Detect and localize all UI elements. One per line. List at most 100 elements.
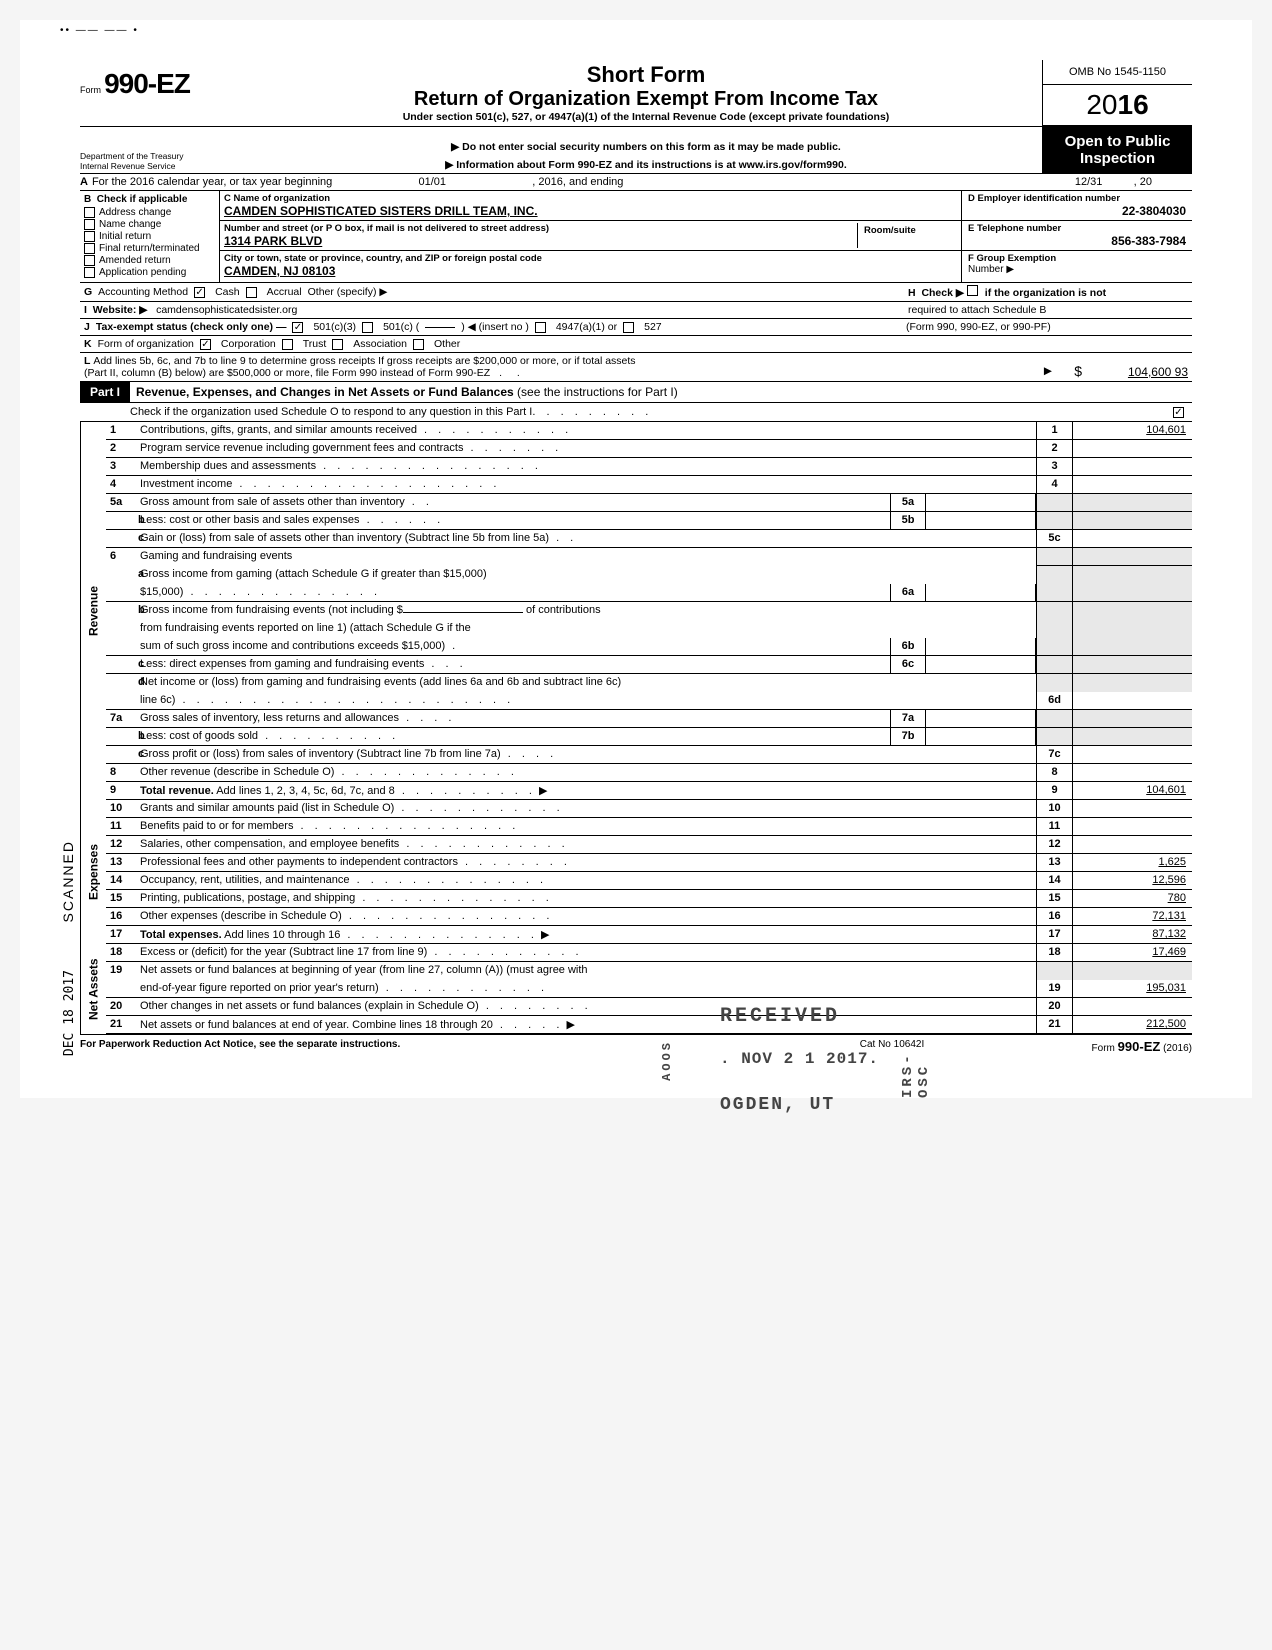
col-def: D Employer identification number 22-3804…: [962, 191, 1192, 282]
row-8-value: [1072, 764, 1192, 781]
cb-accrual[interactable]: [246, 287, 257, 298]
ein-value: 22-3804030: [968, 204, 1186, 218]
phone-label: E Telephone number: [968, 223, 1186, 234]
line-a-text: For the 2016 calendar year, or tax year …: [92, 176, 332, 188]
row-19-value: 195,031: [1072, 980, 1192, 997]
expenses-section: Expenses 10 Grants and similar amounts p…: [80, 800, 1192, 944]
line-a-begin: 01/01: [332, 176, 532, 188]
open-public-cell: Open to Public Inspection: [1042, 127, 1192, 173]
row-10-value: [1072, 800, 1192, 817]
street-cell: Number and street (or P O box, if mail i…: [220, 221, 961, 251]
cb-application-pending[interactable]: Application pending: [84, 267, 215, 278]
city-value: CAMDEN, NJ 08103: [224, 264, 957, 278]
row-5b-value: [926, 512, 1036, 529]
part-1-title: Revenue, Expenses, and Changes in Net As…: [130, 382, 1192, 402]
line-a: A For the 2016 calendar year, or tax yea…: [80, 174, 1192, 191]
cb-527[interactable]: [623, 322, 634, 333]
tax-year: 2016: [1043, 85, 1192, 126]
row-21: 21 Net assets or fund balances at end of…: [106, 1016, 1192, 1034]
year-prefix: 20: [1086, 89, 1117, 120]
row-6c: c Less: direct expenses from gaming and …: [106, 656, 1192, 674]
omb-number: OMB No 1545-1150: [1043, 60, 1192, 85]
cb-501c3[interactable]: ✓: [292, 322, 303, 333]
cb-association[interactable]: [332, 339, 343, 350]
block-bcdefg: B Check if applicable Address change Nam…: [80, 191, 1192, 283]
aoos-stamp: AOOS: [660, 1040, 674, 1081]
short-form: Short Form: [254, 62, 1038, 88]
cb-name-change[interactable]: Name change: [84, 219, 215, 230]
phone-cell: E Telephone number 856-383-7984: [962, 221, 1192, 251]
row-19-1: 19 Net assets or fund balances at beginn…: [106, 962, 1192, 980]
row-15: 15 Printing, publications, postage, and …: [106, 890, 1192, 908]
cb-4947[interactable]: [535, 322, 546, 333]
row-13-value: 1,625: [1072, 854, 1192, 871]
line-i-label: I: [84, 304, 87, 316]
row-5a: 5a Gross amount from sale of assets othe…: [106, 494, 1192, 512]
line-g-text: Accounting Method: [98, 286, 188, 298]
row-9: 9 Total revenue. Add lines 1, 2, 3, 4, 5…: [106, 782, 1192, 800]
form-prefix: Form: [80, 85, 101, 95]
title-cell: Short Form Return of Organization Exempt…: [250, 60, 1042, 126]
row-11-value: [1072, 818, 1192, 835]
cb-other[interactable]: [413, 339, 424, 350]
line-i: I Website: ▶ camdensophisticatedsister.o…: [80, 302, 1192, 319]
cb-amended-return[interactable]: Amended return: [84, 255, 215, 266]
row-3: 3 Membership dues and assessments . . . …: [106, 458, 1192, 476]
row-6b-2: from fundraising events reported on line…: [106, 620, 1192, 638]
cb-initial-return[interactable]: Initial return: [84, 231, 215, 242]
cb-address-change[interactable]: Address change: [84, 207, 215, 218]
row-21-value: 212,500: [1072, 1016, 1192, 1033]
dollar-sign: $: [1074, 363, 1082, 379]
ssn-notice: ▶ Do not enter social security numbers o…: [254, 141, 1038, 153]
revenue-label: Revenue: [80, 422, 106, 800]
omb-cell: OMB No 1545-1150 2016: [1042, 60, 1192, 126]
line-a-suffix: , 20: [1134, 176, 1152, 188]
row-12-value: [1072, 836, 1192, 853]
cb-trust[interactable]: [282, 339, 293, 350]
line-h: H Check ▶ if the organization is not: [902, 283, 1192, 301]
info-link: ▶ Information about Form 990-EZ and its …: [254, 159, 1038, 171]
col-b-header: B Check if applicable: [84, 194, 215, 205]
row-19-2: end-of-year figure reported on prior yea…: [106, 980, 1192, 998]
row-1-value: 104,601: [1072, 422, 1192, 439]
top-marks: •• —— —— •: [60, 25, 139, 36]
row-6d-1: d Net income or (loss) from gaming and f…: [106, 674, 1192, 692]
cb-corporation[interactable]: ✓: [200, 339, 211, 350]
expenses-label: Expenses: [80, 800, 106, 944]
row-7c-value: [1072, 746, 1192, 763]
row-8: 8 Other revenue (describe in Schedule O)…: [106, 764, 1192, 782]
street-value: 1314 PARK BLVD: [224, 234, 857, 248]
row-6b-1: b Gross income from fundraising events (…: [106, 602, 1192, 620]
row-2-value: [1072, 440, 1192, 457]
col-b: B Check if applicable Address change Nam…: [80, 191, 220, 282]
cb-501c[interactable]: [362, 322, 373, 333]
line-g: G Accounting Method ✓Cash Accrual Other …: [80, 283, 1192, 302]
group-exemption-number: Number ▶: [968, 264, 1186, 275]
row-4: 4 Investment income . . . . . . . . . . …: [106, 476, 1192, 494]
open-public: Open to Public Inspection: [1043, 127, 1192, 173]
row-20: 20 Other changes in net assets or fund b…: [106, 998, 1192, 1016]
row-7b: b Less: cost of goods sold . . . . . . .…: [106, 728, 1192, 746]
cb-schedule-o[interactable]: ✓: [1173, 407, 1184, 418]
row-17-value: 87,132: [1072, 926, 1192, 943]
footer: For Paperwork Reduction Act Notice, see …: [80, 1034, 1192, 1058]
row-11: 11 Benefits paid to or for members . . .…: [106, 818, 1192, 836]
group-exemption-label: F Group Exemption: [968, 253, 1186, 264]
row-20-value: [1072, 998, 1192, 1015]
line-a-mid: , 2016, and ending: [532, 176, 623, 188]
scanned-stamp: SCANNED: [60, 840, 76, 922]
row-5a-value: [926, 494, 1036, 511]
cb-final-return[interactable]: Final return/terminated: [84, 243, 215, 254]
row-6a-value: [926, 584, 1036, 601]
cb-h[interactable]: [967, 285, 978, 296]
form-reference: Form 990-EZ (2016): [992, 1039, 1192, 1054]
paperwork-notice: For Paperwork Reduction Act Notice, see …: [80, 1039, 792, 1054]
org-name-label: C Name of organization: [224, 193, 957, 204]
year-bold: 16: [1118, 89, 1149, 120]
row-13: 13 Professional fees and other payments …: [106, 854, 1192, 872]
form-page: •• —— —— • SCANNED DEC 18 2017 RECEIVED …: [20, 20, 1252, 1098]
line-k: K Form of organization ✓Corporation Trus…: [80, 336, 1192, 353]
row-7b-value: [926, 728, 1036, 745]
row-6b-value: [926, 638, 1036, 655]
cb-cash[interactable]: ✓: [194, 287, 205, 298]
